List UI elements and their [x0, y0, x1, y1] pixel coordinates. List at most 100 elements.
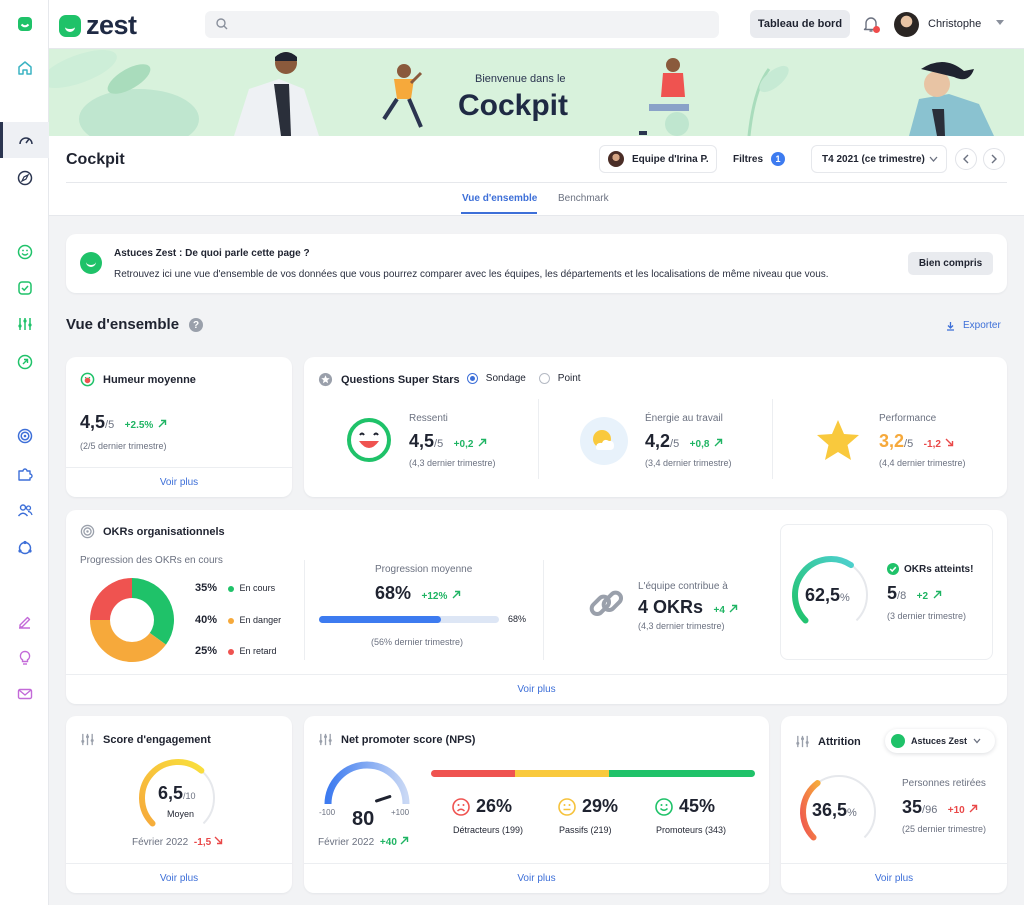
welcome-banner: Bienvenue dans le Cockpit	[49, 49, 1024, 136]
superstars-card: Questions Super Stars Sondage Point Ress…	[304, 357, 1007, 497]
mood-see-more-link[interactable]: Voir plus	[66, 467, 292, 497]
okrs-card: OKRs organisationnels Progression des OK…	[66, 510, 1007, 704]
nps-segment-pct: 45%	[679, 796, 716, 816]
star-icon	[817, 420, 859, 460]
nps-segment-2: 45%	[655, 796, 715, 817]
export-button[interactable]: Exporter	[946, 320, 1001, 331]
nps-segment-pct: 26%	[476, 796, 513, 816]
okr-contrib-delta: +4	[713, 605, 725, 616]
metric-performance-value: 3,2	[879, 431, 905, 451]
option-sondage[interactable]: Sondage	[467, 373, 526, 384]
engagement-title: Score d'engagement	[103, 733, 211, 746]
search-input[interactable]	[235, 15, 705, 34]
chevron-down-icon[interactable]	[995, 19, 1005, 27]
tip-card: Astuces Zest : De quoi parle cette page …	[66, 234, 1007, 293]
okr-achieved-row: 5/8 +2	[887, 583, 942, 604]
zest-tip-icon	[80, 252, 102, 274]
sidebar-item-integrations[interactable]	[0, 456, 49, 492]
radio-sondage[interactable]	[467, 373, 478, 384]
attrition-see-more-link[interactable]: Voir plus	[781, 863, 1007, 893]
okr-avg-previous: (56% dernier trimestre)	[371, 637, 464, 647]
filters-button[interactable]: Filtres 1	[725, 145, 835, 173]
option-point[interactable]: Point	[539, 373, 581, 384]
tab-benchmark[interactable]: Benchmark	[558, 193, 609, 204]
nps-segment-0: 26%	[452, 796, 512, 817]
sidebar-item-cockpit[interactable]	[0, 122, 49, 158]
okr-avg-progress-track	[319, 616, 499, 623]
star-badge-icon	[318, 372, 333, 387]
zest-tip-icon	[891, 734, 905, 748]
okr-avg-value: 68%	[375, 583, 412, 603]
separator	[772, 399, 773, 479]
zest-mark-icon	[59, 14, 81, 37]
sidebar-item-tasks[interactable]	[0, 270, 49, 306]
legend-dot	[227, 648, 234, 655]
sidebar-item-network[interactable]	[0, 530, 49, 566]
help-icon[interactable]: ?	[189, 318, 203, 332]
attrition-previous: (25 dernier trimestre)	[902, 824, 987, 834]
okr-legend-pct: 40%	[195, 614, 218, 626]
sidebar-item-notes[interactable]	[0, 604, 49, 640]
tip-title: Astuces Zest : De quoi parle cette page …	[114, 248, 310, 259]
sidebar-item-messages[interactable]	[0, 676, 49, 712]
notification-dot	[873, 26, 880, 33]
app-logo[interactable]: zest	[59, 10, 137, 41]
filters-label: Filtres	[733, 153, 764, 165]
metric-energie-value-row: 4,2/5 +0,8	[645, 431, 723, 452]
period-select[interactable]: T4 2021 (ce trimestre)	[811, 145, 947, 173]
chevron-right-icon	[991, 154, 997, 164]
mood-value: 4,5	[80, 412, 106, 432]
search-bar[interactable]	[205, 11, 719, 38]
attrition-retired-label: Personnes retirées	[902, 778, 986, 789]
okr-donut-chart	[90, 578, 174, 662]
dashboard-button[interactable]: Tableau de bord	[750, 10, 850, 38]
zest-tips-label: Astuces Zest	[911, 736, 968, 746]
metric-performance-of: /5	[904, 438, 914, 450]
attrition-delta: +10	[947, 805, 965, 816]
next-period-button[interactable]	[983, 148, 1005, 170]
nps-segment-label: Passifs (219)	[559, 825, 612, 835]
tab-overview[interactable]: Vue d'ensemble	[462, 193, 538, 204]
sidebar-logo[interactable]	[0, 6, 49, 42]
attrition-gauge-unit: %	[847, 807, 857, 819]
okrs-see-more-link[interactable]: Voir plus	[66, 674, 1007, 704]
separator	[304, 560, 305, 660]
okr-achieved-gauge	[792, 556, 868, 624]
engagement-value: 6,5	[158, 783, 184, 803]
filters-count-badge: 1	[771, 152, 786, 166]
team-selector[interactable]: Equipe d'Irina P.	[599, 145, 717, 173]
okr-achieved-of: /8	[897, 590, 907, 602]
metric-ressenti-label: Ressenti	[409, 413, 448, 424]
okr-avg-bar-label: 68%	[508, 614, 527, 624]
user-avatar[interactable]	[894, 12, 919, 37]
tip-text: Retrouvez ici une vue d'ensemble de vos …	[114, 269, 829, 280]
option-sondage-label: Sondage	[485, 373, 526, 385]
sidebar-item-ideas[interactable]	[0, 640, 49, 676]
arrow-circle-icon	[17, 354, 32, 370]
okr-achieved-label: OKRs atteints!	[904, 563, 974, 575]
sidebar-item-goals[interactable]	[0, 344, 49, 380]
zest-tips-dropdown[interactable]: Astuces Zest	[885, 729, 995, 753]
sidebar-item-people[interactable]	[0, 492, 49, 528]
okr-avg-progress-fill	[319, 616, 442, 623]
attrition-gauge-value: 36,5	[812, 800, 848, 820]
sidebar-item-explore[interactable]	[0, 160, 49, 196]
user-name[interactable]: Christophe	[928, 18, 982, 30]
radio-point[interactable]	[539, 373, 550, 384]
trend-up-red-icon	[969, 804, 978, 813]
okr-contrib-previous: (4,3 dernier trimestre)	[638, 621, 725, 631]
download-icon	[947, 321, 954, 331]
sidebar-item-mood[interactable]	[0, 234, 49, 270]
sidebar-item-settings[interactable]	[0, 306, 49, 342]
engagement-header: Score d'engagement	[80, 732, 211, 747]
sidebar-item-home[interactable]	[0, 50, 49, 86]
got-it-button[interactable]: Bien compris	[908, 252, 993, 275]
okrs-title: OKRs organisationnels	[103, 525, 225, 538]
sidebar-item-okrs[interactable]	[0, 418, 49, 454]
previous-period-button[interactable]	[955, 148, 977, 170]
trend-up-icon	[158, 419, 166, 428]
link-icon	[589, 590, 624, 617]
nps-see-more-link[interactable]: Voir plus	[304, 863, 769, 893]
engagement-see-more-link[interactable]: Voir plus	[66, 863, 292, 893]
okr-contrib-label: L'équipe contribue à	[638, 581, 728, 592]
